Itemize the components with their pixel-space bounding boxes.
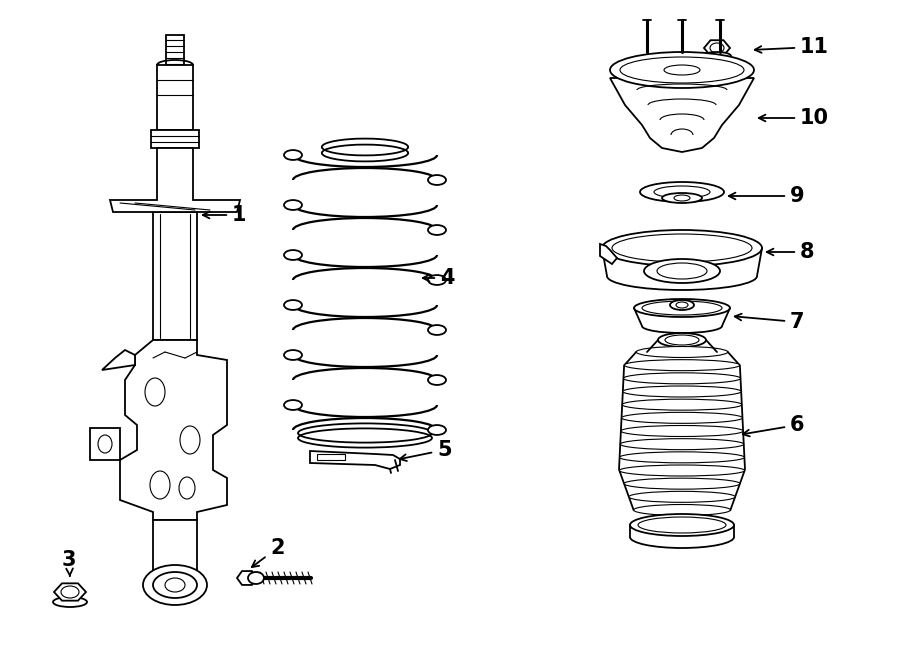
Ellipse shape [670,300,694,310]
Ellipse shape [624,478,740,489]
Ellipse shape [619,465,744,476]
Text: 5: 5 [400,440,452,461]
Ellipse shape [622,412,742,423]
Ellipse shape [634,299,730,317]
Text: 10: 10 [759,108,829,128]
Ellipse shape [428,175,446,185]
Ellipse shape [284,150,302,160]
Polygon shape [157,65,193,130]
Text: 8: 8 [767,242,814,262]
Text: 1: 1 [202,205,247,225]
Polygon shape [90,428,120,460]
Ellipse shape [143,565,207,605]
Polygon shape [120,340,227,520]
Ellipse shape [629,491,735,502]
Ellipse shape [620,439,743,449]
Text: 6: 6 [742,415,805,436]
Polygon shape [237,571,257,585]
Ellipse shape [284,400,302,410]
Ellipse shape [610,52,754,88]
Ellipse shape [703,52,731,60]
Ellipse shape [625,359,740,371]
Polygon shape [110,148,240,212]
Ellipse shape [284,300,302,310]
Polygon shape [166,35,184,65]
Text: 4: 4 [423,268,454,288]
Ellipse shape [428,425,446,435]
Ellipse shape [640,182,724,202]
Polygon shape [54,583,86,600]
Text: 7: 7 [734,312,805,332]
Text: 3: 3 [62,550,77,576]
Ellipse shape [602,230,762,266]
Ellipse shape [624,373,741,384]
Text: 2: 2 [252,538,284,567]
Ellipse shape [284,200,302,210]
Text: 9: 9 [729,186,805,206]
Polygon shape [317,454,345,460]
Polygon shape [610,78,754,152]
Ellipse shape [428,225,446,235]
Ellipse shape [634,504,731,516]
Ellipse shape [428,325,446,335]
Ellipse shape [623,386,742,397]
Polygon shape [600,244,617,264]
Ellipse shape [662,193,702,203]
Ellipse shape [248,572,264,584]
Polygon shape [704,40,730,56]
Ellipse shape [428,375,446,385]
Ellipse shape [644,259,720,283]
Polygon shape [310,451,400,469]
Polygon shape [151,130,199,148]
Polygon shape [102,350,135,370]
Polygon shape [619,352,745,510]
Polygon shape [153,212,197,340]
Ellipse shape [658,333,706,347]
Ellipse shape [621,426,743,436]
Ellipse shape [53,597,87,607]
Ellipse shape [622,399,742,410]
Ellipse shape [619,452,744,463]
Ellipse shape [630,514,734,536]
Ellipse shape [428,275,446,285]
Polygon shape [153,520,197,570]
Ellipse shape [284,250,302,260]
Ellipse shape [284,350,302,360]
Ellipse shape [636,346,728,357]
Ellipse shape [153,572,197,598]
Text: 11: 11 [755,37,829,57]
